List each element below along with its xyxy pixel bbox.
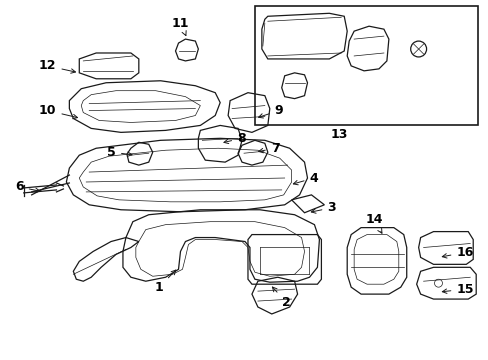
Text: 16: 16 — [441, 246, 473, 259]
Text: 10: 10 — [39, 104, 78, 119]
Text: 12: 12 — [39, 59, 75, 73]
Text: 6: 6 — [15, 180, 40, 193]
Text: 2: 2 — [272, 287, 290, 309]
Text: 3: 3 — [311, 201, 335, 214]
Bar — [254, 6, 477, 125]
Text: 8: 8 — [224, 132, 245, 145]
Text: 1: 1 — [155, 270, 176, 294]
Text: 14: 14 — [365, 213, 382, 233]
Text: 15: 15 — [442, 283, 473, 296]
Text: 13: 13 — [330, 129, 347, 141]
Text: 9: 9 — [258, 104, 283, 118]
Text: 5: 5 — [107, 146, 132, 159]
Text: 4: 4 — [293, 171, 318, 185]
Text: 11: 11 — [171, 17, 189, 36]
Text: 7: 7 — [258, 142, 279, 155]
